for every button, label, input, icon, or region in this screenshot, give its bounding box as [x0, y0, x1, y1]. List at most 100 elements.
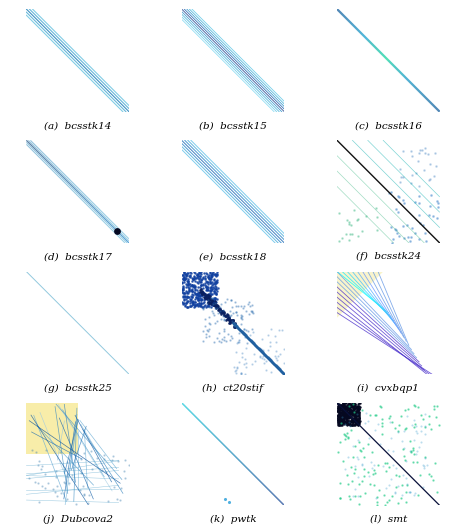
Point: [344, 405, 351, 413]
Point: [393, 228, 401, 237]
Point: [207, 297, 214, 305]
Point: [352, 415, 359, 424]
Point: [181, 272, 188, 281]
Point: [191, 301, 199, 309]
Point: [180, 276, 188, 284]
Point: [194, 271, 202, 280]
Point: [179, 283, 187, 291]
Point: [207, 300, 215, 308]
Point: [355, 405, 362, 414]
Point: [433, 488, 441, 496]
Point: [204, 270, 211, 278]
Point: [434, 199, 442, 207]
Point: [191, 274, 199, 282]
Point: [180, 285, 187, 293]
Point: [378, 419, 386, 427]
Point: [349, 416, 356, 424]
Point: [81, 448, 88, 457]
Point: [101, 455, 108, 463]
Point: [196, 286, 204, 295]
Point: [220, 336, 227, 344]
Point: [385, 414, 393, 422]
Point: [179, 274, 187, 282]
Point: [199, 288, 207, 296]
Point: [336, 415, 343, 423]
Point: [205, 280, 212, 289]
Point: [339, 417, 347, 426]
Point: [238, 349, 246, 357]
Point: [197, 294, 204, 302]
Point: [338, 407, 346, 416]
Point: [213, 317, 221, 326]
Point: [345, 407, 353, 416]
Point: [259, 345, 267, 354]
Point: [211, 270, 219, 278]
Point: [409, 445, 417, 454]
Point: [345, 235, 352, 244]
Point: [335, 411, 342, 419]
Point: [352, 412, 359, 421]
Point: [351, 402, 358, 411]
Point: [38, 481, 45, 490]
Point: [212, 280, 219, 288]
Point: [407, 447, 414, 456]
Point: [211, 303, 219, 312]
Point: [349, 401, 356, 410]
Point: [113, 226, 120, 235]
Point: [238, 369, 245, 377]
Point: [415, 192, 423, 201]
Point: [335, 412, 342, 420]
Point: [335, 416, 343, 425]
Point: [359, 444, 366, 452]
Point: [272, 351, 279, 360]
Point: [353, 416, 360, 424]
Point: [115, 457, 122, 466]
Point: [197, 285, 204, 293]
Point: [340, 400, 347, 408]
Point: [347, 408, 355, 417]
Point: [202, 269, 210, 277]
Point: [356, 405, 363, 413]
Point: [356, 399, 363, 407]
Point: [370, 461, 378, 469]
Point: [335, 404, 343, 412]
Point: [343, 414, 351, 423]
Point: [353, 415, 360, 423]
Point: [191, 300, 199, 309]
Point: [237, 320, 245, 328]
Point: [352, 408, 360, 416]
Point: [354, 455, 362, 463]
Point: [340, 405, 348, 413]
Point: [248, 308, 256, 316]
Point: [205, 295, 212, 303]
Point: [216, 305, 223, 313]
Point: [235, 329, 242, 337]
Point: [208, 272, 215, 281]
Point: [335, 402, 342, 410]
Point: [224, 313, 231, 322]
Point: [199, 287, 206, 296]
Point: [354, 411, 362, 419]
Point: [203, 285, 211, 293]
Point: [339, 456, 347, 465]
Point: [199, 284, 207, 292]
Point: [188, 301, 196, 309]
Point: [335, 413, 342, 421]
Point: [348, 417, 355, 425]
Point: [208, 298, 215, 306]
Point: [206, 284, 213, 292]
Point: [207, 295, 215, 303]
Point: [341, 404, 349, 412]
Point: [215, 304, 223, 313]
Point: [179, 286, 186, 294]
Point: [371, 426, 378, 434]
Point: [353, 405, 361, 413]
Point: [199, 273, 207, 281]
Point: [219, 308, 226, 317]
Point: [281, 359, 288, 368]
Point: [342, 419, 350, 427]
Point: [210, 300, 218, 309]
Point: [199, 281, 207, 289]
Point: [186, 296, 194, 304]
Point: [237, 302, 245, 310]
